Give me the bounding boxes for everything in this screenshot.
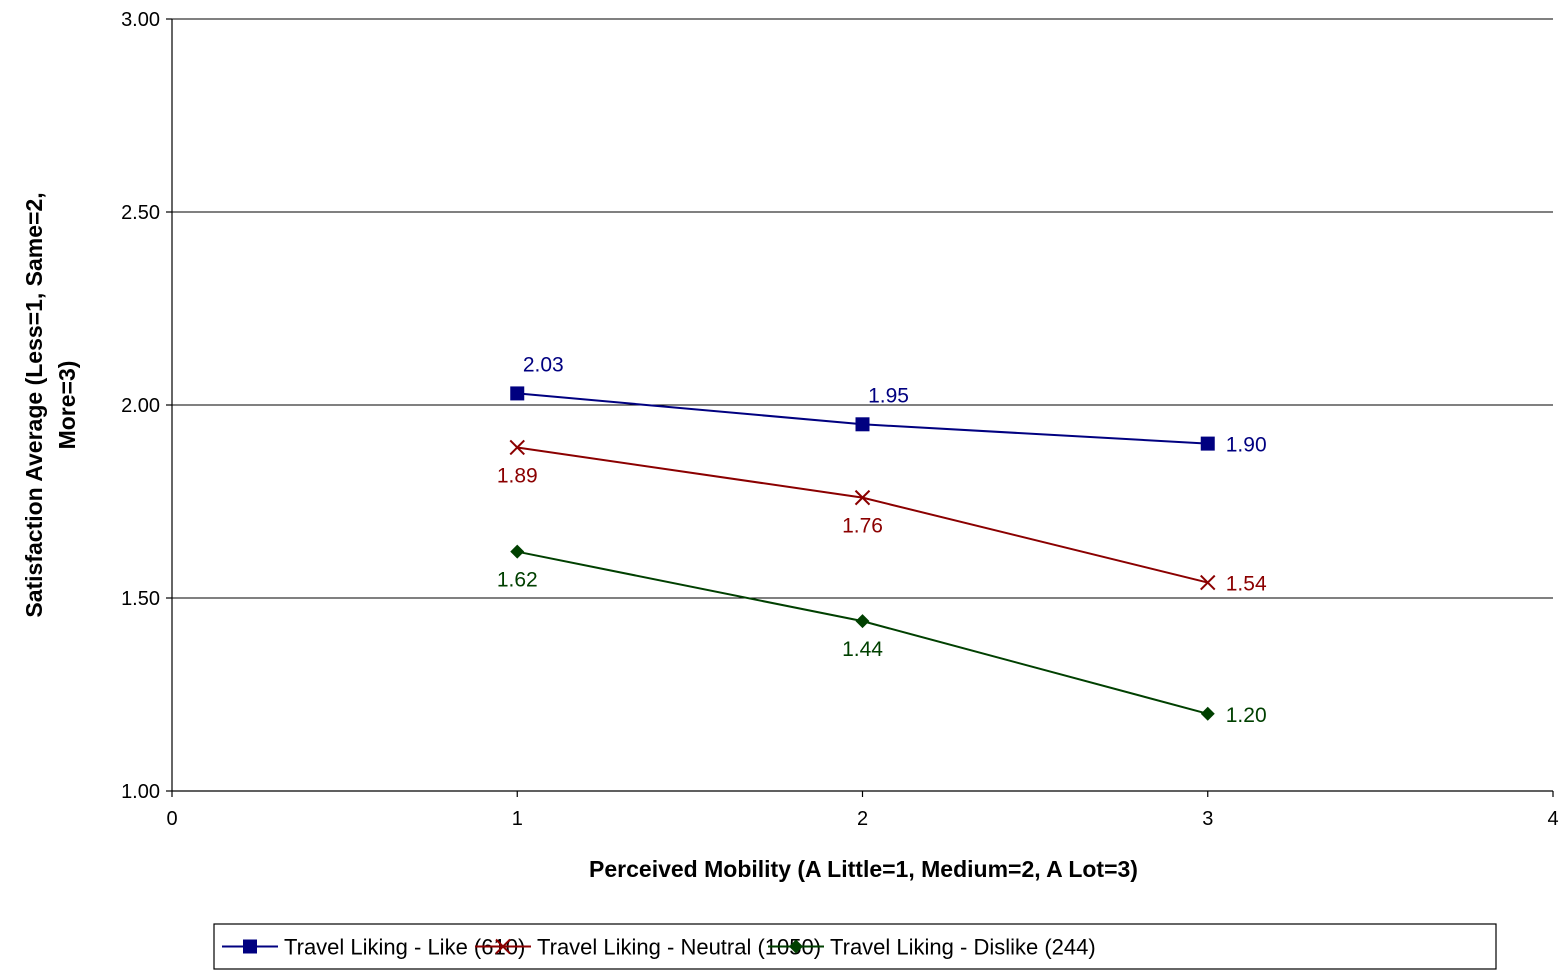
series-2 — [510, 544, 1215, 721]
x-tick-label: 0 — [166, 808, 177, 830]
y-tick-label: 3.00 — [121, 9, 160, 31]
legend-item: Travel Liking - Dislike (244) — [768, 935, 1096, 960]
data-point — [854, 489, 871, 506]
legend-marker — [243, 939, 257, 954]
y-axis-title: Satisfaction Average (Less=1, Same=2, Mo… — [21, 192, 80, 617]
data-label: 1.54 — [1226, 573, 1267, 596]
series — [509, 386, 1216, 721]
data-point — [510, 544, 525, 559]
data-label: 1.89 — [497, 464, 538, 487]
x-axis-title: Perceived Mobility (A Little=1, Medium=2… — [589, 856, 1138, 882]
gridlines — [172, 18, 1553, 599]
marker-stroke — [1200, 574, 1216, 591]
legend: Travel Liking - Like (610) Travel Liking … — [213, 923, 1497, 970]
x-tick-label: 2 — [857, 808, 868, 830]
legend-box — [213, 923, 1497, 970]
data-point — [1200, 706, 1215, 721]
x-tick-label: 3 — [1202, 808, 1213, 830]
marker-stroke — [495, 938, 511, 955]
y-axis-title-line-1: Satisfaction Average (Less=1, Same=2, — [21, 192, 47, 617]
marker-stroke — [509, 439, 525, 456]
data-point — [855, 417, 870, 432]
data-point — [855, 614, 870, 629]
y-tick-label: 2.50 — [121, 202, 160, 224]
y-axis-title-line-2: More=3) — [54, 361, 80, 450]
legend-label: Travel Liking - Dislike (244) — [830, 935, 1096, 960]
data-label: 1.62 — [497, 569, 538, 592]
marker-stroke — [854, 489, 871, 506]
legend-items: Travel Liking - Like (610) Travel Liking … — [222, 935, 1096, 960]
series-line — [517, 550, 1209, 715]
data-point — [510, 386, 525, 401]
data-label: 2.03 — [523, 353, 564, 376]
y-tick-label: 2.00 — [121, 395, 160, 417]
data-point — [1200, 574, 1216, 591]
series-1 — [509, 439, 1216, 591]
data-label: 1.20 — [1226, 704, 1267, 727]
legend-marker — [495, 938, 511, 955]
y-tick-label: 1.50 — [121, 588, 160, 610]
data-point — [1200, 436, 1215, 451]
data-label: 1.95 — [868, 384, 909, 407]
x-tick-label: 4 — [1547, 808, 1558, 830]
data-label: 1.90 — [1226, 434, 1267, 457]
legend-marker — [789, 939, 803, 954]
data-label: 1.44 — [842, 638, 883, 661]
series-0 — [510, 386, 1215, 451]
ticks: 1.00 1.50 2.00 2.50 3.00 0 1 2 3 4 — [121, 9, 1559, 830]
data-labels: 2.03 1.95 1.90 1.89 1.76 1.54 1.62 1.44 1.20 — [497, 353, 1267, 726]
data-point — [509, 439, 525, 456]
data-label: 1.76 — [842, 515, 883, 538]
y-tick-label: 1.00 — [121, 781, 160, 803]
x-tick-label: 1 — [512, 808, 523, 830]
